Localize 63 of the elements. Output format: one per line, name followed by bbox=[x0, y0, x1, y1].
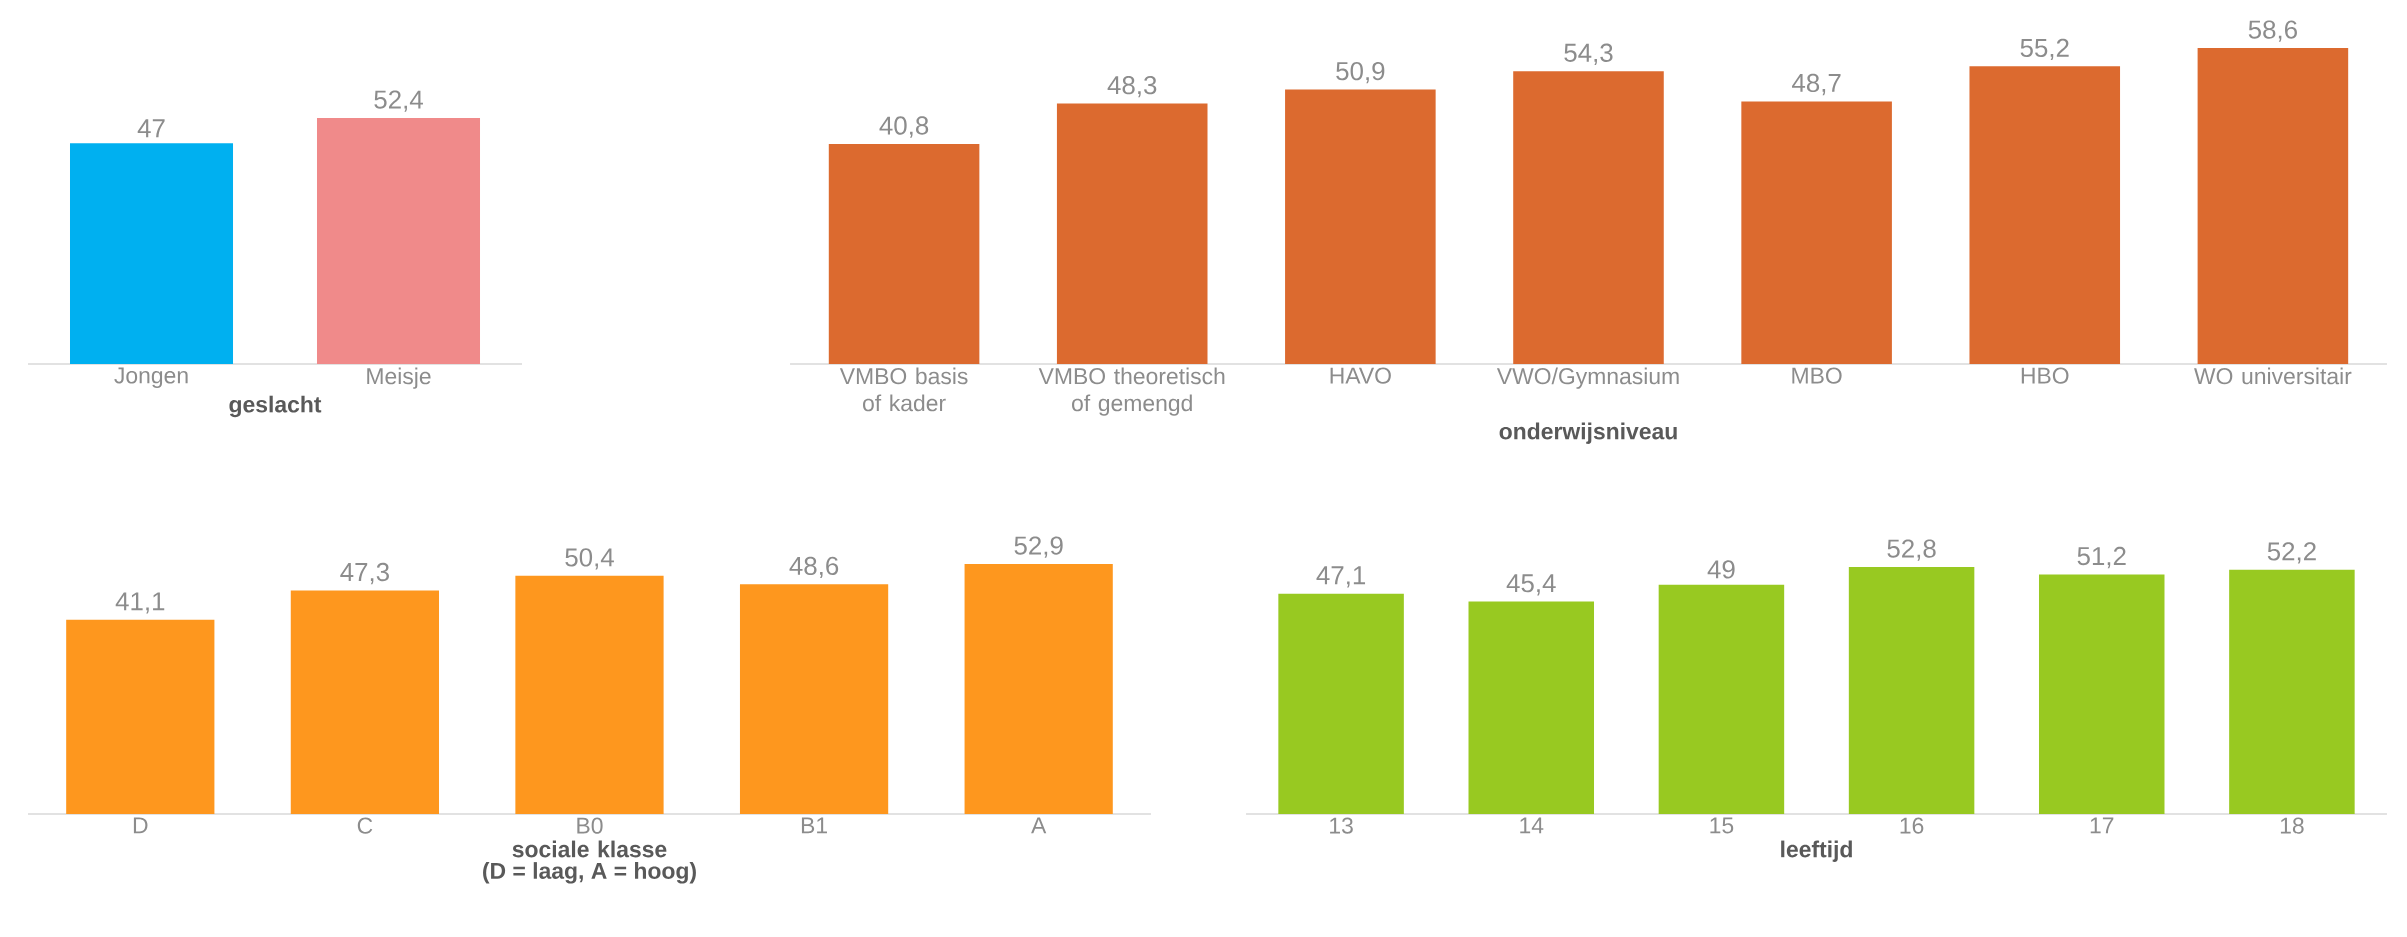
x-tick-label: Jongen bbox=[114, 367, 188, 389]
data-label: 48,7 bbox=[1792, 73, 1841, 96]
data-label: 55,2 bbox=[2020, 38, 2069, 61]
bar bbox=[739, 584, 889, 814]
bar bbox=[2229, 569, 2355, 814]
bar bbox=[1285, 89, 1436, 364]
x-tick-label: VMBO basis of kader bbox=[839, 367, 968, 412]
bar bbox=[1278, 593, 1404, 814]
x-tick-label: 13 bbox=[1330, 817, 1353, 834]
x-tick-label: VWO/Gymnasium bbox=[1496, 367, 1679, 389]
x-axis-title: sociale klasse bbox=[512, 840, 667, 858]
x-tick-label: C bbox=[357, 817, 373, 834]
data-label: 58,6 bbox=[2248, 20, 2297, 42]
text: (D = laag, A = hoog) bbox=[483, 862, 696, 884]
x-axis-title: geslacht bbox=[229, 395, 322, 418]
bar bbox=[1513, 71, 1664, 364]
x-tick-label: HAVO bbox=[1330, 367, 1391, 384]
bar bbox=[66, 619, 215, 814]
data-label: 52,2 bbox=[2267, 542, 2316, 564]
data-label: 47 bbox=[137, 119, 165, 138]
x-tick-label: HBO bbox=[2021, 367, 2069, 384]
bar bbox=[1658, 584, 1785, 814]
bar bbox=[828, 143, 980, 364]
data-label: 47,3 bbox=[340, 562, 389, 585]
x-tick-label: D bbox=[133, 817, 148, 834]
x-tick-label: MBO bbox=[1792, 367, 1842, 384]
bar bbox=[1848, 567, 1975, 814]
bar bbox=[2038, 574, 2165, 814]
data-label: 45,4 bbox=[1506, 574, 1556, 596]
bar bbox=[1056, 103, 1208, 364]
bar bbox=[1741, 101, 1892, 364]
data-label: 52,9 bbox=[1014, 536, 1063, 558]
data-label: 50,4 bbox=[565, 548, 614, 570]
data-label: 51,2 bbox=[2077, 546, 2126, 569]
x-tick-label: B0 bbox=[577, 817, 603, 834]
data-label: 49 bbox=[1707, 560, 1735, 579]
data-label: 48,3 bbox=[1107, 75, 1157, 98]
data-label: 50,9 bbox=[1336, 61, 1385, 84]
bar bbox=[290, 590, 440, 814]
data-label: 47,1 bbox=[1316, 566, 1366, 588]
x-tick-label: A bbox=[1031, 817, 1047, 834]
x-tick-label: 18 bbox=[2280, 817, 2304, 834]
data-label: 52,4 bbox=[374, 90, 423, 112]
data-label: 48,6 bbox=[789, 556, 839, 579]
x-tick-label: VMBO theoretisch of gemengd bbox=[1038, 367, 1225, 416]
x-tick-label: 15 bbox=[1710, 817, 1734, 834]
x-tick-label: 14 bbox=[1520, 817, 1544, 834]
x-axis-title: onderwijsniveau bbox=[1499, 422, 1677, 444]
bar bbox=[515, 575, 664, 814]
data-label: 54,3 bbox=[1564, 43, 1613, 65]
bar bbox=[964, 563, 1113, 814]
data-label: 52,8 bbox=[1887, 539, 1936, 561]
data-label: 41,1 bbox=[115, 592, 165, 614]
bar bbox=[1468, 601, 1595, 814]
x-tick-label: Meisje bbox=[367, 367, 431, 389]
x-tick-label: B1 bbox=[801, 817, 827, 834]
x-tick-label: WO universitair bbox=[2194, 367, 2352, 385]
bar bbox=[1969, 66, 2121, 364]
data-label: 40,8 bbox=[879, 116, 929, 138]
x-tick-label: 16 bbox=[1900, 817, 1924, 834]
x-axis-title: leeftijd bbox=[1781, 840, 1852, 862]
x-tick-label: 17 bbox=[2090, 817, 2114, 834]
bar bbox=[2197, 47, 2349, 364]
